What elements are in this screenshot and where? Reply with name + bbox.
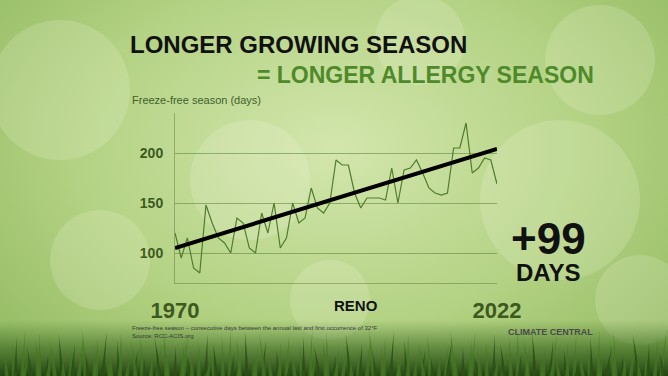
svg-text:100: 100 <box>140 245 164 261</box>
svg-text:RENO: RENO <box>334 297 378 314</box>
svg-text:150: 150 <box>140 195 164 211</box>
svg-text:200: 200 <box>140 145 164 161</box>
svg-text:LONGER GROWING SEASON: LONGER GROWING SEASON <box>130 31 467 58</box>
svg-text:Freeze-free season – consecuti: Freeze-free season – consecutive days be… <box>132 325 378 331</box>
svg-text:1970: 1970 <box>151 298 200 323</box>
svg-text:Freeze-free season (days): Freeze-free season (days) <box>132 94 261 106</box>
svg-text:DAYS: DAYS <box>516 259 580 286</box>
svg-text:2022: 2022 <box>473 298 522 323</box>
svg-text:+99: +99 <box>511 214 586 263</box>
svg-text:CLIMATE CENTRAL: CLIMATE CENTRAL <box>508 327 593 337</box>
svg-text:Source: RCC-ACIS.org: Source: RCC-ACIS.org <box>132 333 194 339</box>
svg-text:= LONGER ALLERGY SEASON: = LONGER ALLERGY SEASON <box>257 62 594 88</box>
